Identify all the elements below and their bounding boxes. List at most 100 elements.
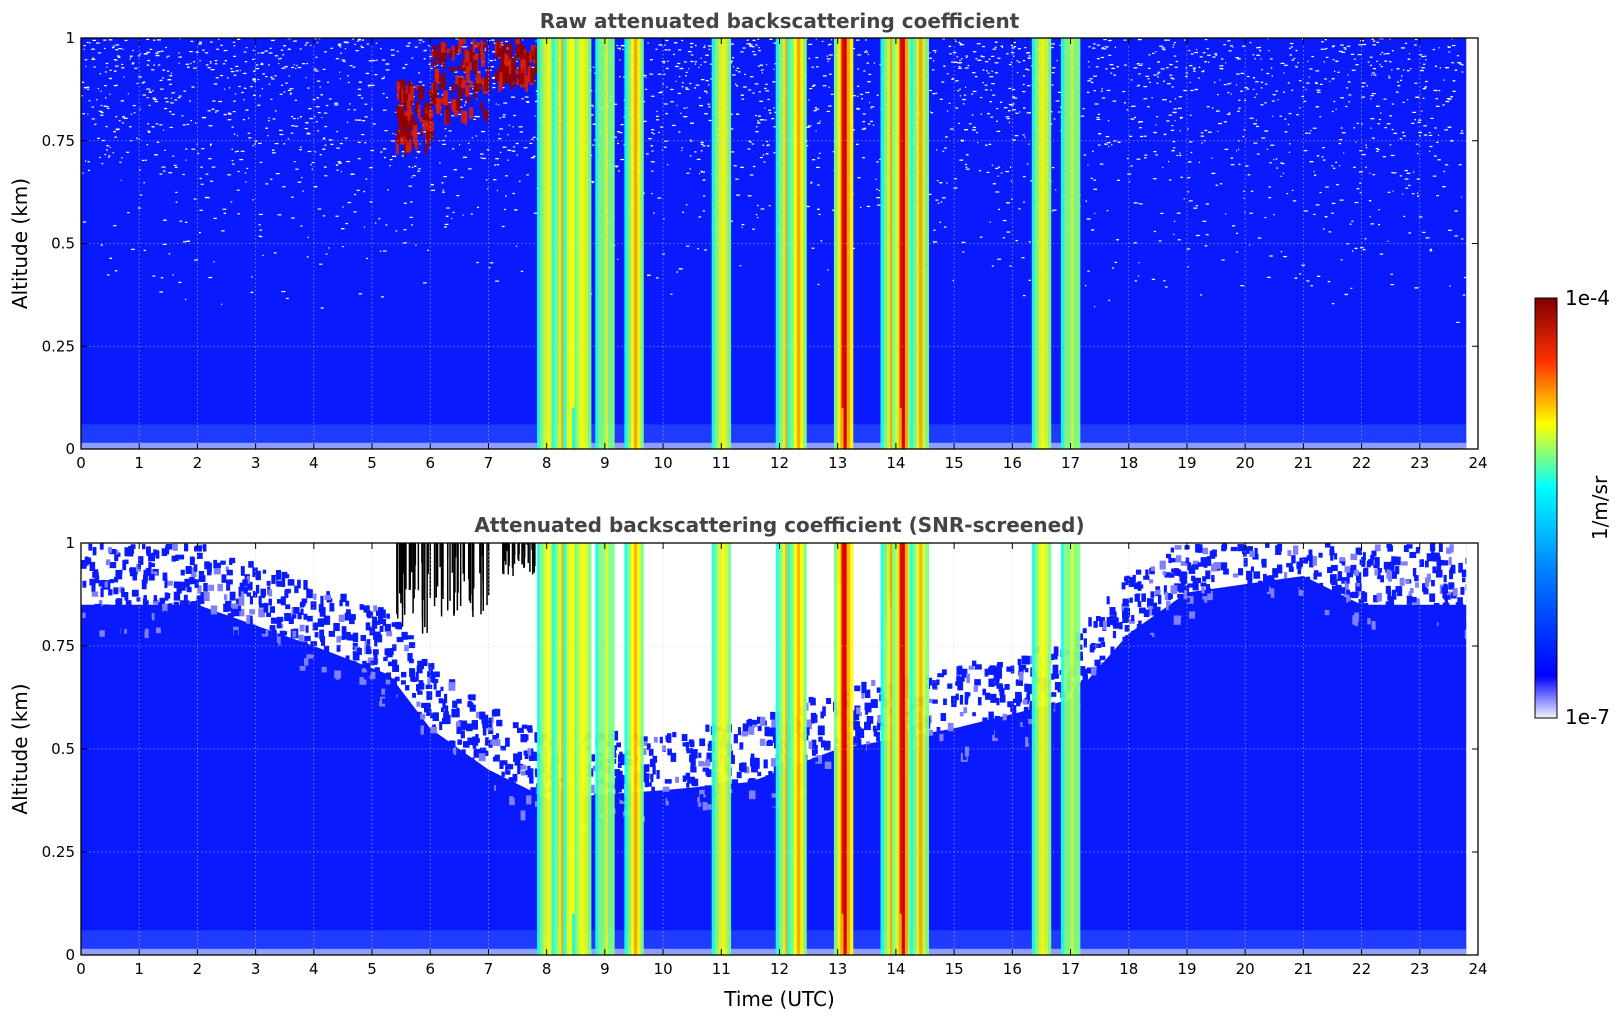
panel-raw: 0 1 2 3 4 5 6 7 8 9 10 11 12 13 14 15 16 17 18 19 20 21 22 23 24…: [8, 9, 1488, 472]
y-tick-label: 0.75: [42, 637, 75, 655]
cloud-column: [1038, 38, 1042, 449]
cloud-column: [890, 543, 894, 955]
x-tick-label: 4: [309, 454, 319, 472]
x-tick-label: 12: [770, 454, 789, 472]
x-tick-label: 18: [1119, 960, 1138, 978]
cloud-column: [782, 38, 786, 449]
cloud-column: [714, 38, 719, 449]
cloud-column: [549, 543, 554, 955]
x-tick-label: 0: [76, 454, 86, 472]
cloud-column: [633, 38, 638, 449]
x-tick-label: 21: [1294, 960, 1313, 978]
cloud-column: [1038, 543, 1042, 955]
colorbar-gradient: [1534, 297, 1558, 719]
x-tick-label: 10: [654, 960, 673, 978]
x-tick-label: 3: [251, 454, 261, 472]
cloud-column: [554, 38, 559, 449]
high-signal-patch: [494, 38, 546, 93]
x-tick-label: 4: [309, 960, 319, 978]
y-tick-label: 0.75: [42, 132, 75, 150]
cloud-column: [1070, 543, 1074, 955]
cloud-column: [909, 543, 913, 955]
cloud-column: [1076, 543, 1081, 955]
cloud-column: [782, 543, 786, 955]
x-tick-label: 2: [193, 960, 203, 978]
x-tick-label: 5: [367, 960, 377, 978]
cloud-column: [601, 38, 606, 449]
x-tick-label: 15: [945, 454, 964, 472]
cloud-column: [714, 543, 719, 955]
cloud-column: [578, 543, 582, 955]
x-tick-label: 11: [712, 454, 731, 472]
cloud-column: [595, 38, 599, 449]
heatmap-area: [81, 543, 1478, 955]
x-tick-label: 10: [654, 454, 673, 472]
cloud-column: [1073, 38, 1078, 449]
x-tick-label: 1: [134, 960, 144, 978]
x-tick-label: 22: [1352, 960, 1371, 978]
x-tick-label: 24: [1468, 454, 1487, 472]
cloud-column: [919, 38, 923, 449]
x-tick-label: 23: [1410, 454, 1429, 472]
panel-snr-screened: 0 1 2 3 4 5 6 7 8 9 10 11 12 13 14 15 16 17 18 19 20 21 22 23 24…: [8, 513, 1488, 1011]
x-axis-label: Time (UTC): [723, 987, 835, 1011]
cloud-column: [846, 38, 851, 449]
x-tick-label: 22: [1352, 454, 1371, 472]
cloud-column: [721, 543, 725, 955]
cloud-column: [1041, 543, 1045, 955]
x-tick-label: 7: [484, 454, 494, 472]
cloud-column: [581, 543, 585, 955]
colorbar-unit-label: 1/m/sr: [1588, 475, 1612, 540]
cloud-column: [833, 38, 838, 449]
x-tick-label: 2: [193, 454, 203, 472]
x-tick-label: 23: [1410, 960, 1429, 978]
cloud-column: [1060, 543, 1065, 955]
cloud-column: [575, 38, 579, 449]
cloud-column: [1035, 543, 1039, 955]
cloud-core: [570, 543, 575, 914]
cloud-column: [778, 543, 783, 955]
x-tick-label: 14: [886, 454, 905, 472]
x-tick-label: 1: [134, 454, 144, 472]
cloud-column: [904, 38, 909, 449]
cloud-column: [793, 38, 798, 449]
x-tick-label: 12: [770, 960, 789, 978]
cloud-column: [925, 543, 929, 955]
y-axis-label: Altitude (km): [8, 683, 32, 814]
cloud-column: [919, 543, 923, 955]
cloud-column: [849, 38, 854, 449]
cloud-column: [886, 543, 891, 955]
cloud-column: [790, 543, 794, 955]
x-tick-label: 9: [600, 454, 610, 472]
cloud-column: [785, 38, 789, 449]
y-tick-label: 1: [65, 534, 75, 552]
x-tick-label: 6: [425, 960, 435, 978]
x-tick-label: 15: [945, 960, 964, 978]
x-tick-label: 3: [251, 960, 261, 978]
cloud-column: [790, 38, 794, 449]
x-tick-label: 9: [600, 960, 610, 978]
x-tick-label: 7: [484, 960, 494, 978]
cloud-column: [601, 543, 606, 955]
x-tick-label: 21: [1294, 454, 1313, 472]
cloud-column: [581, 38, 585, 449]
y-axis-label: Altitude (km): [8, 178, 32, 309]
cloud-column: [630, 38, 635, 449]
y-tick-label: 0: [65, 946, 75, 964]
cloud-column: [785, 543, 789, 955]
cloud-column: [778, 38, 783, 449]
cloud-column: [537, 38, 541, 449]
cloud-column: [886, 38, 891, 449]
cloud-column: [1060, 38, 1065, 449]
heatmap-area: [81, 38, 1478, 449]
x-tick-label: 20: [1236, 454, 1255, 472]
y-tick-label: 0.5: [51, 740, 75, 758]
chart-title: Raw attenuated backscattering coefficien…: [540, 9, 1020, 33]
cloud-column: [837, 543, 841, 955]
cloud-column: [837, 38, 841, 449]
cloud-column: [558, 543, 562, 955]
surface-line: [81, 948, 1467, 955]
x-tick-label: 13: [828, 454, 847, 472]
cloud-column: [922, 38, 926, 449]
